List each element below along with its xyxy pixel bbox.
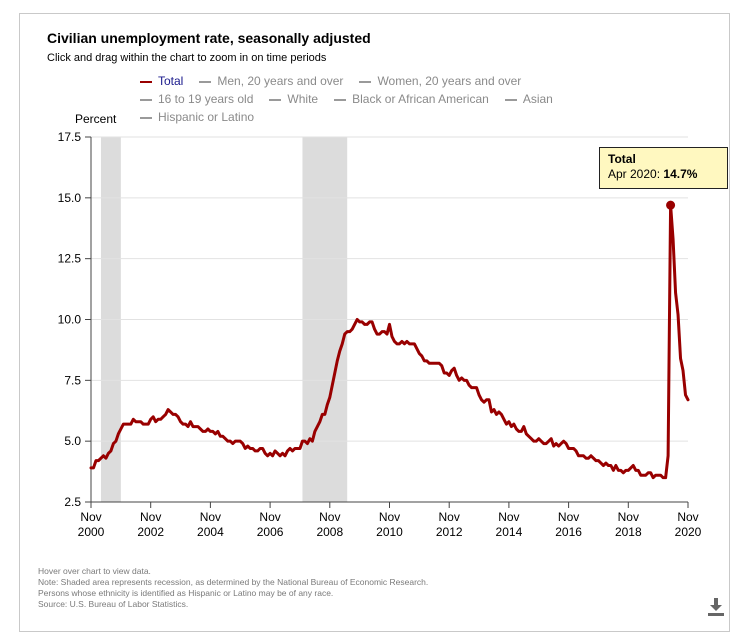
x-tick-year: 2020 [675, 525, 702, 539]
legend-item-asian[interactable]: Asian [504, 92, 553, 108]
x-tick-year: 2014 [496, 525, 523, 539]
legend-item-women-20-years-and-over[interactable]: Women, 20 years and over [359, 74, 521, 90]
highlight-point[interactable] [666, 200, 676, 210]
y-tick-label: 5.0 [64, 434, 81, 448]
legend-label: Black or African American [352, 92, 489, 106]
x-tick-month: Nov [80, 510, 101, 524]
x-tick-year: 2008 [316, 525, 343, 539]
legend-item-total[interactable]: Total [140, 74, 183, 90]
series-line-total[interactable] [89, 203, 690, 480]
x-tick-month: Nov [200, 510, 221, 524]
legend-swatch [269, 98, 282, 101]
x-axis: Nov2000Nov2002Nov2004Nov2006Nov2008Nov20… [78, 501, 702, 539]
chart-subtitle: Click and drag within the chart to zoom … [47, 52, 327, 64]
note-ethnicity: Persons whose ethnicity is identified as… [38, 588, 334, 598]
tooltip: Total Apr 2020: 14.7% [599, 147, 728, 189]
tooltip-line: Apr 2020: 14.7% [608, 167, 719, 182]
legend-label: Women, 20 years and over [377, 74, 522, 89]
x-tick-year: 2012 [436, 525, 463, 539]
tooltip-date: Apr 2020: [608, 167, 661, 181]
legend-swatch [334, 98, 347, 101]
y-tick-label: 7.5 [64, 373, 81, 387]
x-tick-year: 2002 [137, 525, 164, 539]
series-total[interactable] [89, 203, 690, 480]
legend-label: White [287, 92, 319, 106]
y-tick-label: 2.5 [64, 495, 81, 509]
y-tick-label: 12.5 [58, 252, 82, 266]
x-tick-year: 2000 [78, 525, 105, 539]
legend-swatch [504, 98, 517, 101]
chart-frame [19, 13, 730, 632]
legend-item-black-or-african-american[interactable]: Black or African American [334, 92, 489, 108]
chart-title: Civilian unemployment rate, seasonally a… [47, 30, 371, 46]
y-tick-label: 10.0 [58, 313, 82, 327]
x-tick-month: Nov [259, 510, 280, 524]
tooltip-series: Total [608, 152, 636, 166]
x-tick-month: Nov [319, 510, 340, 524]
legend-item-men-20-years-and-over[interactable]: Men, 20 years and over [199, 74, 343, 90]
x-tick-month: Nov [439, 510, 460, 524]
x-tick-month: Nov [140, 510, 161, 524]
legend-swatch [140, 81, 152, 83]
legend-label: Asian [522, 92, 553, 106]
legend-label: Total [158, 74, 184, 89]
y-tick-label: 15.0 [58, 191, 82, 205]
legend-swatch [359, 81, 372, 83]
legend-item-white[interactable]: White [269, 92, 318, 108]
grid-lines [91, 136, 688, 503]
x-tick-month: Nov [498, 510, 519, 524]
x-tick-year: 2010 [376, 525, 403, 539]
x-tick-year: 2016 [555, 525, 582, 539]
highlight-marker[interactable] [666, 200, 676, 210]
y-tick-label: 17.5 [58, 130, 82, 144]
tooltip-value: 14.7% [663, 167, 698, 181]
note-source: Source: U.S. Bureau of Labor Statistics. [38, 599, 189, 609]
x-tick-month: Nov [379, 510, 400, 524]
legend-label: Men, 20 years and over [217, 74, 344, 89]
y-axis: 2.5 5.0 7.5 10.0 12.5 15.0 17.5 [58, 130, 92, 509]
legend-label: Hispanic or Latino [158, 109, 255, 124]
x-tick-year: 2004 [197, 525, 224, 539]
download-button[interactable] [707, 597, 725, 617]
legend-swatch [140, 98, 152, 101]
chart-notes: Hover over chart to view data. Note: Sha… [38, 566, 428, 610]
note-hover: Hover over chart to view data. [38, 566, 151, 576]
x-tick-month: Nov [618, 510, 639, 524]
note-recession: Note: Shaded area represents recession, … [38, 577, 429, 587]
y-axis-label: Percent [75, 112, 117, 126]
x-tick-year: 2006 [257, 525, 284, 539]
x-tick-year: 2018 [615, 525, 642, 539]
download-icon [708, 598, 724, 616]
x-tick-month: Nov [677, 510, 698, 524]
legend-swatch [199, 81, 212, 83]
x-tick-month: Nov [558, 510, 579, 524]
legend-item-16-to-19-years-old[interactable]: 16 to 19 years old [140, 92, 253, 108]
legend-swatch [140, 116, 152, 119]
legend-item-hispanic-or-latino[interactable]: Hispanic or Latino [140, 110, 254, 126]
legend-label: 16 to 19 years old [158, 92, 254, 106]
legend: Total Men, 20 years and over Women, 20 yea… [140, 72, 640, 125]
